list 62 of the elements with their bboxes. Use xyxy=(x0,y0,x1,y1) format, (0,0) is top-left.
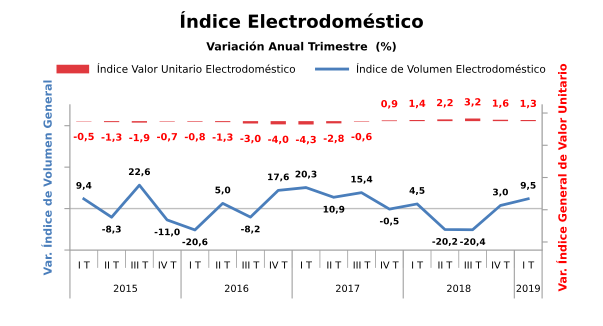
text: 2016 xyxy=(224,284,248,292)
x-tick-label: I T xyxy=(301,261,312,269)
data-label: 15,4 xyxy=(351,176,372,184)
x-tick-label: I T xyxy=(78,261,90,269)
x-tick-label: IV T xyxy=(492,261,510,269)
data-label: -1,9 xyxy=(129,134,150,142)
data-label: -2,8 xyxy=(324,134,344,144)
x-tick-label: III T xyxy=(464,261,482,269)
x-tick-label: IV T xyxy=(270,261,288,269)
data-label: 2,2 xyxy=(437,98,453,108)
text: 2017 xyxy=(336,284,360,292)
data-label: -1,3 xyxy=(212,133,233,142)
text: 2019 xyxy=(516,284,540,292)
data-label: -0,5 xyxy=(74,132,94,142)
text: 2018 xyxy=(447,284,470,292)
x-tick-label: II T xyxy=(105,261,120,269)
data-label: -0,7 xyxy=(157,132,178,142)
data-label: -20,6 xyxy=(182,238,208,246)
data-label: -4,0 xyxy=(268,136,288,144)
data-label: 22,6 xyxy=(128,168,150,176)
x-tick-label: II T xyxy=(438,261,452,269)
data-label: 10,9 xyxy=(324,206,344,214)
data-label: -8,2 xyxy=(241,226,260,234)
x-tick-label: I T xyxy=(190,261,201,269)
data-label: -20,2 xyxy=(432,238,458,246)
data-label: 17,6 xyxy=(268,173,289,182)
x-tick-label: II T xyxy=(216,261,230,269)
data-label: 5,0 xyxy=(215,186,230,194)
data-label: -20,4 xyxy=(460,238,486,246)
data-label: -3,0 xyxy=(240,134,261,144)
data-label: -0,5 xyxy=(380,218,399,226)
x-tick-label: III T xyxy=(132,261,148,269)
data-label: 9,4 xyxy=(76,182,92,190)
data-label: -4,3 xyxy=(296,136,316,144)
data-label: 3,2 xyxy=(464,98,480,107)
legend-label: Índice Valor Unitario Electrodoméstico xyxy=(98,63,296,73)
y2-axis-title: Var. Índice General de Valor Unitario xyxy=(556,64,567,292)
data-label: -8,3 xyxy=(102,226,121,234)
data-label: 4,5 xyxy=(410,187,424,195)
data-label: 1,3 xyxy=(520,100,536,108)
text: 2015 xyxy=(114,284,138,292)
data-label: 3,0 xyxy=(493,188,508,197)
x-tick-label: II T xyxy=(327,261,342,269)
data-label: 1,4 xyxy=(410,100,426,108)
data-label: 0,9 xyxy=(381,100,398,109)
x-tick-label: IV T xyxy=(381,261,399,269)
x-tick-label: III T xyxy=(242,261,260,269)
data-label: -1,3 xyxy=(102,133,122,142)
x-tick-label: IV T xyxy=(158,261,176,269)
x-tick-label: I T xyxy=(412,261,424,269)
data-label: 20,3 xyxy=(296,170,316,179)
chart-title: Índice Electrodoméstico xyxy=(180,11,423,28)
legend-label: Índice de Volumen Electrodoméstico xyxy=(356,63,546,73)
data-label: -0,8 xyxy=(184,133,205,142)
x-tick-label: I T xyxy=(523,261,534,269)
y-axis-title: Var. Índice de Volumen General xyxy=(41,80,52,276)
data-label: 1,6 xyxy=(492,99,509,108)
data-label: -0,6 xyxy=(351,132,372,142)
data-label: 9,5 xyxy=(520,182,536,190)
x-tick-label: III T xyxy=(354,261,370,269)
chart-subtitle: Variación Anual Trimestre (%) xyxy=(206,41,396,52)
data-label: -11,0 xyxy=(154,228,180,236)
